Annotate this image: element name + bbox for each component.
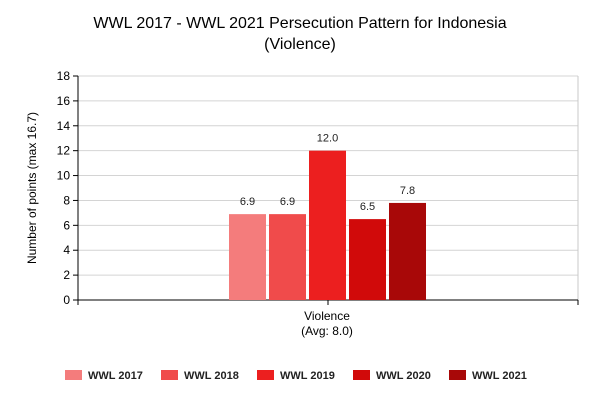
- data-labels: 6.9 6.9 12.0 6.5 7.8: [240, 133, 415, 213]
- data-label: 6.9: [280, 196, 295, 208]
- legend-swatch: [257, 370, 274, 380]
- bar-wwl-2019: [309, 150, 346, 300]
- y-tick-label: 14: [57, 119, 71, 133]
- bar-wwl-2017: [229, 214, 266, 300]
- legend-swatch: [449, 370, 466, 380]
- y-axis-label: Number of points (max 16.7): [25, 112, 39, 264]
- y-tick-label: 4: [63, 243, 70, 257]
- data-label: 6.5: [360, 201, 375, 213]
- y-tick-label: 18: [57, 69, 71, 83]
- legend-label: WWL 2021: [472, 370, 527, 382]
- legend-label: WWL 2019: [280, 370, 335, 382]
- y-tick-label: 6: [63, 218, 70, 232]
- data-label: 6.9: [240, 196, 255, 208]
- x-category-sublabel: (Avg: 8.0): [301, 324, 353, 338]
- data-label: 7.8: [400, 185, 415, 197]
- data-label: 12.0: [317, 133, 338, 145]
- y-tick-label: 12: [57, 144, 71, 158]
- legend: WWL 2017 WWL 2018 WWL 2019 WWL 2020 WWL 2021: [65, 370, 527, 382]
- x-category-label: Violence: [304, 309, 350, 323]
- y-tick-label: 0: [63, 293, 70, 307]
- y-tick-label: 8: [63, 193, 70, 207]
- bars: [229, 150, 426, 300]
- legend-swatch: [65, 370, 82, 380]
- legend-label: WWL 2018: [184, 370, 239, 382]
- y-tick-label: 16: [57, 94, 71, 108]
- y-tick-label: 10: [57, 169, 71, 183]
- chart-title-line-2: (Violence): [264, 36, 336, 53]
- legend-label: WWL 2020: [376, 370, 431, 382]
- axes: 0 2 4 6 8 10 12 14 16 18: [57, 69, 579, 307]
- legend-swatch: [161, 370, 178, 380]
- y-tick-label: 2: [63, 268, 70, 282]
- legend-swatch: [353, 370, 370, 380]
- chart-title-line-1: WWL 2017 - WWL 2021 Persecution Pattern …: [93, 15, 506, 32]
- bar-wwl-2021: [389, 202, 426, 300]
- bar-wwl-2018: [269, 214, 306, 300]
- legend-label: WWL 2017: [88, 370, 143, 382]
- bar-wwl-2020: [349, 219, 386, 300]
